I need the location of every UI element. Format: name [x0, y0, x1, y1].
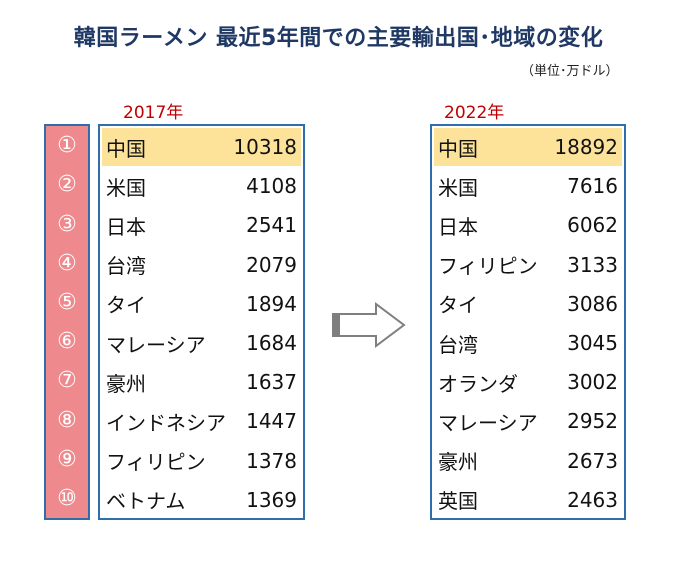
country-name: 米国: [438, 175, 478, 200]
export-value: 10318: [233, 135, 297, 159]
country-name: ベトナム: [106, 489, 186, 514]
table-2022: 中国 18892 米国 7616 日本 6062 フィリピン 3133 タイ 3086 台湾 3045…: [430, 124, 626, 520]
table-row: マレーシア 1684: [102, 324, 301, 362]
export-value: 3133: [567, 252, 618, 277]
page-title: 韓国ラーメン 最近5年間での主要輸出国･地域の変化: [73, 26, 604, 51]
country-name: 豪州: [438, 450, 478, 475]
export-value: 1369: [246, 487, 297, 512]
table-row: 豪州 1637: [102, 363, 301, 401]
country-name: 台湾: [438, 332, 478, 357]
country-name: 豪州: [106, 371, 146, 396]
table-row: フィリピン 3133: [434, 246, 622, 284]
export-value: 18892: [554, 135, 618, 159]
country-name: 台湾: [106, 254, 146, 279]
rank-number: ③: [57, 211, 77, 237]
table-row: ベトナム 1369: [102, 481, 301, 519]
rank-number: ⑤: [57, 290, 77, 316]
export-value: 2463: [567, 487, 618, 512]
export-value: 3086: [567, 291, 618, 316]
export-value: 1637: [246, 370, 297, 395]
country-name: 米国: [106, 175, 146, 200]
rank-number: ⑦: [57, 368, 77, 394]
export-value: 7616: [567, 174, 618, 199]
year-label-2017: 2017年: [123, 103, 184, 123]
country-name: フィリピン: [106, 450, 206, 475]
export-value: 2673: [567, 448, 618, 473]
table-row: 中国 10318: [102, 128, 301, 166]
country-name: 日本: [438, 214, 478, 239]
export-value: 2079: [246, 252, 297, 277]
right-arrow-icon: [332, 302, 406, 348]
table-row: フィリピン 1378: [102, 442, 301, 480]
table-row: 米国 7616: [434, 167, 622, 205]
export-value: 4108: [246, 174, 297, 199]
table-row: 英国 2463: [434, 481, 622, 519]
export-value: 3002: [567, 370, 618, 395]
country-name: マレーシア: [106, 332, 206, 357]
country-name: 英国: [438, 489, 478, 514]
country-name: タイ: [438, 293, 478, 318]
table-row: 日本 2541: [102, 206, 301, 244]
table-row: 中国 18892: [434, 128, 622, 166]
rank-number: ⑨: [57, 446, 77, 472]
table-row: 米国 4108: [102, 167, 301, 205]
rank-number: ⑥: [57, 329, 77, 355]
export-value: 2952: [567, 409, 618, 434]
unit-note: （単位･万ドル）: [521, 64, 619, 79]
export-value: 2541: [246, 213, 297, 238]
table-row: 豪州 2673: [434, 442, 622, 480]
country-name: 中国: [438, 136, 478, 161]
table-row: 台湾 3045: [434, 324, 622, 362]
country-name: フィリピン: [438, 254, 538, 279]
country-name: インドネシア: [106, 410, 226, 435]
export-value: 1378: [246, 448, 297, 473]
country-name: タイ: [106, 293, 146, 318]
table-row: タイ 1894: [102, 285, 301, 323]
country-name: マレーシア: [438, 410, 538, 435]
export-value: 1447: [246, 409, 297, 434]
table-row: マレーシア 2952: [434, 402, 622, 440]
rank-number: ⑩: [57, 486, 77, 512]
rank-number: ④: [57, 250, 77, 276]
export-value: 6062: [567, 213, 618, 238]
export-value: 1894: [246, 291, 297, 316]
year-label-2022: 2022年: [444, 103, 505, 123]
table-row: タイ 3086: [434, 285, 622, 323]
table-row: オランダ 3002: [434, 363, 622, 401]
rank-number: ⑧: [57, 407, 77, 433]
rank-number: ②: [57, 172, 77, 198]
table-row: 台湾 2079: [102, 246, 301, 284]
rank-column: ① ② ③ ④ ⑤ ⑥ ⑦ ⑧ ⑨ ⑩: [44, 124, 90, 520]
export-value: 3045: [567, 331, 618, 355]
country-name: 中国: [106, 136, 146, 161]
table-row: 日本 6062: [434, 206, 622, 244]
table-row: インドネシア 1447: [102, 402, 301, 440]
country-name: オランダ: [438, 371, 518, 396]
country-name: 日本: [106, 214, 146, 239]
rank-number: ①: [57, 133, 77, 159]
export-value: 1684: [246, 331, 297, 355]
table-2017: 中国 10318 米国 4108 日本 2541 台湾 2079 タイ 1894 マレーシア 1684…: [98, 124, 305, 520]
